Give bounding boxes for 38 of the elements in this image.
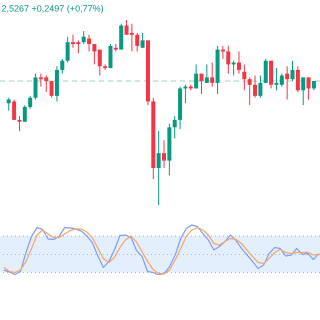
candlestick	[226, 45, 230, 74]
candlestick	[204, 64, 209, 84]
candlestick	[199, 73, 204, 94]
candlestick	[194, 64, 198, 89]
chart-title: 2,5267 +0,2497 (+0,77%)	[2, 4, 104, 14]
candlestick	[82, 30, 86, 45]
candlestick	[264, 58, 268, 84]
candlestick	[258, 75, 262, 98]
candlestick	[248, 76, 252, 106]
candlestick	[172, 116, 177, 139]
candlestick	[242, 64, 246, 91]
candlestick	[232, 60, 236, 76]
candlestick	[17, 116, 22, 132]
candlestick	[183, 84, 188, 104]
candlestick	[108, 44, 112, 69]
candlestick	[301, 76, 306, 106]
candlestick	[306, 76, 311, 100]
candlestick	[12, 99, 16, 120]
candlestick	[135, 32, 140, 52]
candlestick	[87, 34, 92, 52]
candlestick	[66, 36, 70, 64]
candlestick	[6, 97, 11, 112]
candlestick	[312, 80, 316, 91]
candlestick	[162, 140, 166, 168]
candlestick	[50, 80, 54, 98]
candlestick	[22, 104, 27, 122]
candlestick	[290, 60, 295, 82]
candlestick	[220, 45, 225, 60]
candlestick	[60, 58, 64, 74]
candlestick	[253, 75, 258, 98]
candlestick	[210, 62, 214, 88]
candlestick	[140, 32, 145, 48]
candlestick	[285, 66, 290, 100]
candlestick	[28, 95, 32, 110]
candlestick	[296, 66, 300, 93]
candlestick	[236, 50, 241, 74]
candlestick	[34, 73, 38, 100]
candlestick	[156, 130, 161, 205]
